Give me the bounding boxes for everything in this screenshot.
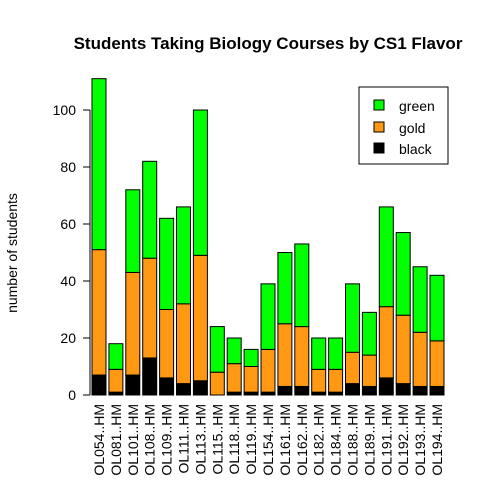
x-tick-label: OL189..HM	[361, 404, 377, 476]
bar-segment-black	[412, 385, 428, 396]
bar-segment-green	[345, 283, 360, 353]
y-axis: 0 20 40 60 80 100	[53, 102, 91, 403]
bar-segment-gold	[294, 326, 310, 387]
bar-segment-gold	[277, 323, 293, 387]
bar-segment-green	[176, 206, 191, 305]
bar-segment-gold	[142, 257, 158, 359]
x-tick-label: OL101..HM	[125, 404, 141, 476]
bar-segment-gold	[125, 271, 141, 376]
bar-segment-green	[142, 160, 158, 259]
bar-segment-green	[378, 206, 394, 308]
legend-swatch-black	[373, 142, 385, 154]
x-tick-label: OL119..HM	[243, 404, 259, 475]
bar-segment-black	[429, 385, 445, 396]
x-tick-label: OL154..HM	[260, 404, 276, 476]
x-tick-label: OL109..HM	[159, 404, 175, 476]
bar-segment-black	[277, 385, 293, 396]
chart-title: Students Taking Biology Courses by CS1 F…	[74, 34, 463, 53]
bar-segment-gold	[378, 306, 394, 379]
legend: green gold black	[358, 86, 449, 165]
bar-segment-gold	[192, 254, 208, 382]
bar-segment-green	[395, 232, 411, 316]
legend-label-black: black	[399, 141, 433, 157]
bar-segment-gold	[395, 314, 411, 385]
bar-segment-green	[277, 252, 293, 325]
bar-segment-black	[345, 383, 360, 396]
legend-label-green: green	[399, 98, 435, 114]
y-tick-label: 0	[68, 387, 76, 403]
bar-segment-green	[125, 189, 141, 273]
y-axis-label: number of students	[4, 193, 20, 313]
bar-segment-gold	[226, 363, 242, 393]
bar-segment-gold	[260, 348, 276, 393]
bar-segment-gold	[209, 371, 225, 396]
bar-segment-gold	[176, 303, 191, 385]
x-tick-label: OL188..HM	[345, 404, 361, 476]
y-tick-label: 20	[60, 330, 76, 346]
x-tick-label: OL115..HM	[209, 404, 225, 475]
bar-segment-black	[142, 357, 158, 396]
bar-segment-green	[361, 311, 377, 356]
bar-segment-green	[226, 337, 242, 365]
bar-segment-black	[159, 377, 175, 396]
bar-segment-green	[159, 217, 175, 310]
bar-segment-black	[294, 385, 310, 396]
bar-segment-gold	[361, 354, 377, 387]
legend-swatch-green	[373, 99, 385, 111]
x-tick-labels: OL054..HM OL081..HM OL101..HM OL108..HM OL10…	[91, 404, 445, 476]
x-tick-label: OL194..HM	[429, 404, 445, 476]
y-tick-label: 80	[60, 159, 76, 175]
bar-segment-gold	[345, 351, 360, 385]
y-tick-label: 100	[53, 102, 77, 118]
bar-segment-gold	[159, 309, 175, 379]
bar-segment-green	[192, 109, 208, 256]
bar-segment-green	[209, 326, 225, 373]
x-tick-label: OL193..HM	[412, 404, 428, 476]
x-tick-label: OL161..HM	[277, 404, 293, 476]
bar-segment-black	[395, 383, 411, 396]
bar-segment-gold	[91, 249, 107, 376]
x-tick-label: OL192..HM	[395, 404, 411, 476]
x-tick-label: OL113..HM	[192, 404, 208, 475]
y-tick-label: 60	[60, 216, 76, 232]
bar-segment-black	[378, 377, 394, 396]
bar-segment-black	[192, 380, 208, 396]
x-tick-label: OL111..HM	[176, 404, 192, 474]
bar-segment-green	[294, 243, 310, 328]
bar-segment-green	[108, 343, 124, 370]
bar-segment-black	[176, 383, 191, 396]
x-tick-label: OL118..HM	[226, 404, 242, 475]
x-tick-label: OL182..HM	[311, 404, 327, 476]
bar-segment-gold	[429, 340, 445, 387]
bar-segment-black	[91, 374, 107, 396]
bar-segment-green	[328, 337, 344, 370]
bar-segment-gold	[243, 366, 259, 393]
bars-group	[91, 78, 445, 396]
bar-segment-gold	[108, 368, 124, 393]
x-tick-label: OL054..HM	[91, 404, 107, 476]
legend-label-gold: gold	[399, 120, 425, 136]
bar-segment-gold	[412, 331, 428, 387]
x-tick-label: OL184..HM	[328, 404, 344, 476]
x-tick-label: OL191..HM	[378, 404, 394, 476]
legend-swatch-gold	[373, 121, 385, 133]
bar-segment-green	[311, 337, 327, 370]
x-tick-label: OL162..HM	[294, 404, 310, 476]
bar-segment-green	[260, 283, 276, 350]
x-tick-label: OL108..HM	[142, 404, 158, 476]
bar-segment-black	[361, 385, 377, 396]
bar-segment-gold	[311, 368, 327, 393]
y-tick-label: 40	[60, 273, 76, 289]
bar-segment-black	[125, 374, 141, 396]
bar-segment-gold	[328, 368, 344, 393]
bar-segment-green	[243, 348, 259, 367]
x-tick-label: OL081..HM	[108, 404, 124, 476]
bar-segment-green	[91, 78, 107, 251]
bar-segment-green	[412, 266, 428, 333]
bar-segment-green	[429, 274, 445, 342]
